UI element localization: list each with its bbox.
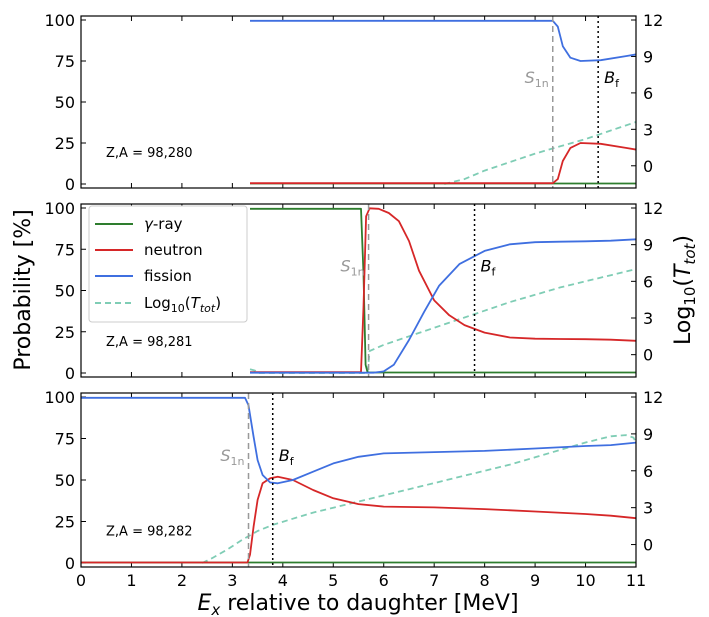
y2-tick-label: 6 bbox=[643, 84, 653, 103]
y-tick-label: 75 bbox=[55, 240, 75, 259]
legend-neutron-label: neutron bbox=[144, 241, 203, 259]
y2-tick-label: 3 bbox=[643, 499, 653, 518]
x-tick-label: 9 bbox=[530, 571, 540, 590]
s1n-marker-label: S1n bbox=[220, 446, 244, 468]
y-tick-label: 25 bbox=[55, 323, 75, 342]
y2-tick-label: 3 bbox=[643, 120, 653, 139]
x-tick-label: 10 bbox=[575, 571, 595, 590]
x-tick-label: 6 bbox=[379, 571, 389, 590]
panel-label: Z,A = 98,281 bbox=[106, 335, 193, 350]
y-tick-label: 100 bbox=[44, 388, 75, 407]
series-neutron-line bbox=[250, 142, 636, 185]
y-tick-label: 0 bbox=[65, 554, 75, 573]
series-fission-line bbox=[81, 396, 636, 485]
y-tick-label: 75 bbox=[55, 52, 75, 71]
y-tick-label: 75 bbox=[55, 430, 75, 449]
series-fission-line bbox=[250, 19, 636, 62]
x-tick-label: 5 bbox=[328, 571, 338, 590]
y-tick-label: 100 bbox=[44, 11, 75, 30]
y-tick-label: 25 bbox=[55, 513, 75, 532]
s1n-marker-label: S1n bbox=[340, 256, 364, 278]
y2-tick-label: 12 bbox=[643, 199, 663, 218]
x-tick-label: 8 bbox=[480, 571, 490, 590]
y-axis-title: Probability [%] bbox=[11, 209, 36, 370]
y2-axis-title: Log10(Ttot) bbox=[671, 235, 699, 345]
y2-tick-label: 9 bbox=[643, 47, 653, 66]
y-tick-label: 100 bbox=[44, 199, 75, 218]
bf-marker-label: Bf bbox=[279, 446, 295, 468]
y2-tick-label: 0 bbox=[643, 536, 653, 555]
y2-tick-label: 0 bbox=[643, 346, 653, 365]
y2-tick-label: 12 bbox=[643, 11, 663, 30]
legend-log-label: Log10(Ttot) bbox=[144, 294, 221, 315]
panel-plot-area bbox=[81, 393, 636, 567]
y-tick-label: 0 bbox=[65, 175, 75, 194]
series-fission-line bbox=[250, 238, 636, 374]
bf-marker-label: Bf bbox=[604, 68, 620, 90]
panel-label: Z,A = 98,280 bbox=[106, 146, 193, 161]
s1n-marker-label: S1n bbox=[525, 68, 549, 90]
x-tick-label: 0 bbox=[76, 571, 86, 590]
bf-marker-label: Bf bbox=[481, 256, 497, 278]
y2-tick-label: 6 bbox=[643, 462, 653, 481]
x-tick-label: 3 bbox=[227, 571, 237, 590]
series-neutron-line bbox=[81, 475, 636, 564]
y-tick-label: 50 bbox=[55, 282, 75, 301]
x-tick-label: 1 bbox=[126, 571, 136, 590]
panel-1: 0 25 50 75 100 0 3 6 9 12 S1n Bf Z,A = 98,280 bbox=[44, 11, 663, 194]
x-tick-label: 11 bbox=[626, 571, 646, 590]
panel-frame bbox=[80, 392, 637, 568]
y2-tick-label: 3 bbox=[643, 309, 653, 328]
legend: γ-ray neutron fission Log10(Ttot) bbox=[88, 205, 248, 323]
y-tick-label: 50 bbox=[55, 471, 75, 490]
x-axis-title: Ex relative to daughter [MeV] bbox=[197, 591, 518, 617]
panel-2: 0 25 50 75 100 0 3 6 9 12 S1n Bf Z,A = 98,281 bbox=[44, 199, 663, 383]
panel-plot-area bbox=[250, 16, 636, 188]
y-tick-label: 0 bbox=[65, 364, 75, 383]
series-neutron-line bbox=[250, 207, 636, 374]
x-tick-label: 4 bbox=[278, 571, 288, 590]
y-tick-label: 50 bbox=[55, 93, 75, 112]
y2-tick-label: 12 bbox=[643, 388, 663, 407]
y2-tick-label: 6 bbox=[643, 272, 653, 291]
panel-frame bbox=[80, 15, 637, 189]
series-gamma-line bbox=[250, 207, 636, 374]
y2-tick-label: 9 bbox=[643, 425, 653, 444]
legend-box bbox=[88, 205, 248, 323]
panel-label: Z,A = 98,282 bbox=[106, 525, 193, 540]
y-tick-label: 25 bbox=[55, 134, 75, 153]
series-log-line bbox=[444, 121, 636, 185]
series-log-line bbox=[249, 268, 636, 374]
x-tick-label: 2 bbox=[177, 571, 187, 590]
panel-frame bbox=[80, 203, 637, 378]
series-log-line bbox=[201, 434, 636, 564]
panel-plot-area bbox=[249, 204, 636, 377]
legend-fission-label: fission bbox=[144, 267, 192, 285]
legend-gamma-label: γ-ray bbox=[144, 215, 183, 233]
y2-tick-label: 0 bbox=[643, 157, 653, 176]
x-tick-label: 7 bbox=[429, 571, 439, 590]
y2-tick-label: 9 bbox=[643, 236, 653, 255]
